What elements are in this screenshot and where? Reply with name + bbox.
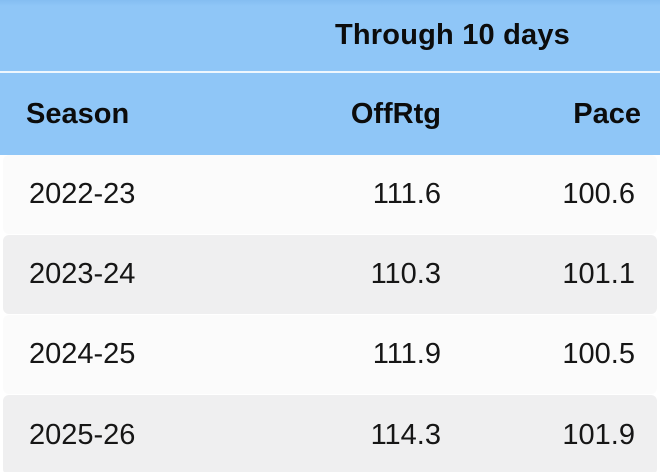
season-cell: 2025-26	[29, 418, 136, 451]
offrtg-cell: 114.3	[370, 418, 441, 451]
pace-cell: 100.5	[562, 338, 635, 370]
table-row: 2024-25 111.9 100.5	[3, 315, 657, 394]
pace-cell: 100.6	[562, 178, 635, 210]
table-row: 2022-23 111.6 100.6	[3, 155, 657, 234]
pace-cell: 101.1	[562, 258, 635, 290]
offrtg-cell: 110.3	[370, 258, 441, 290]
season-cell: 2024-25	[29, 338, 136, 370]
column-header-pace: Pace	[573, 97, 641, 130]
table-body: 2022-23 111.6 100.6 2023-24 110.3 101.1 …	[0, 155, 660, 472]
table-row: 2025-26 114.3 101.9	[3, 395, 657, 472]
offrtg-cell: 111.6	[372, 178, 441, 210]
season-cell: 2022-23	[29, 178, 136, 210]
offrtg-cell: 111.9	[372, 338, 441, 370]
group-header-row: Through 10 days	[0, 0, 660, 73]
table-row: 2023-24 110.3 101.1	[3, 235, 657, 314]
table-header: Through 10 days Season OffRtg Pace	[0, 0, 660, 155]
season-cell: 2023-24	[29, 258, 136, 290]
column-header-season: Season	[26, 97, 130, 130]
pace-cell: 101.9	[562, 418, 635, 451]
group-header-label: Through 10 days	[334, 19, 571, 51]
column-header-row: Season OffRtg Pace	[0, 73, 660, 155]
column-header-offrtg: OffRtg	[350, 97, 441, 130]
